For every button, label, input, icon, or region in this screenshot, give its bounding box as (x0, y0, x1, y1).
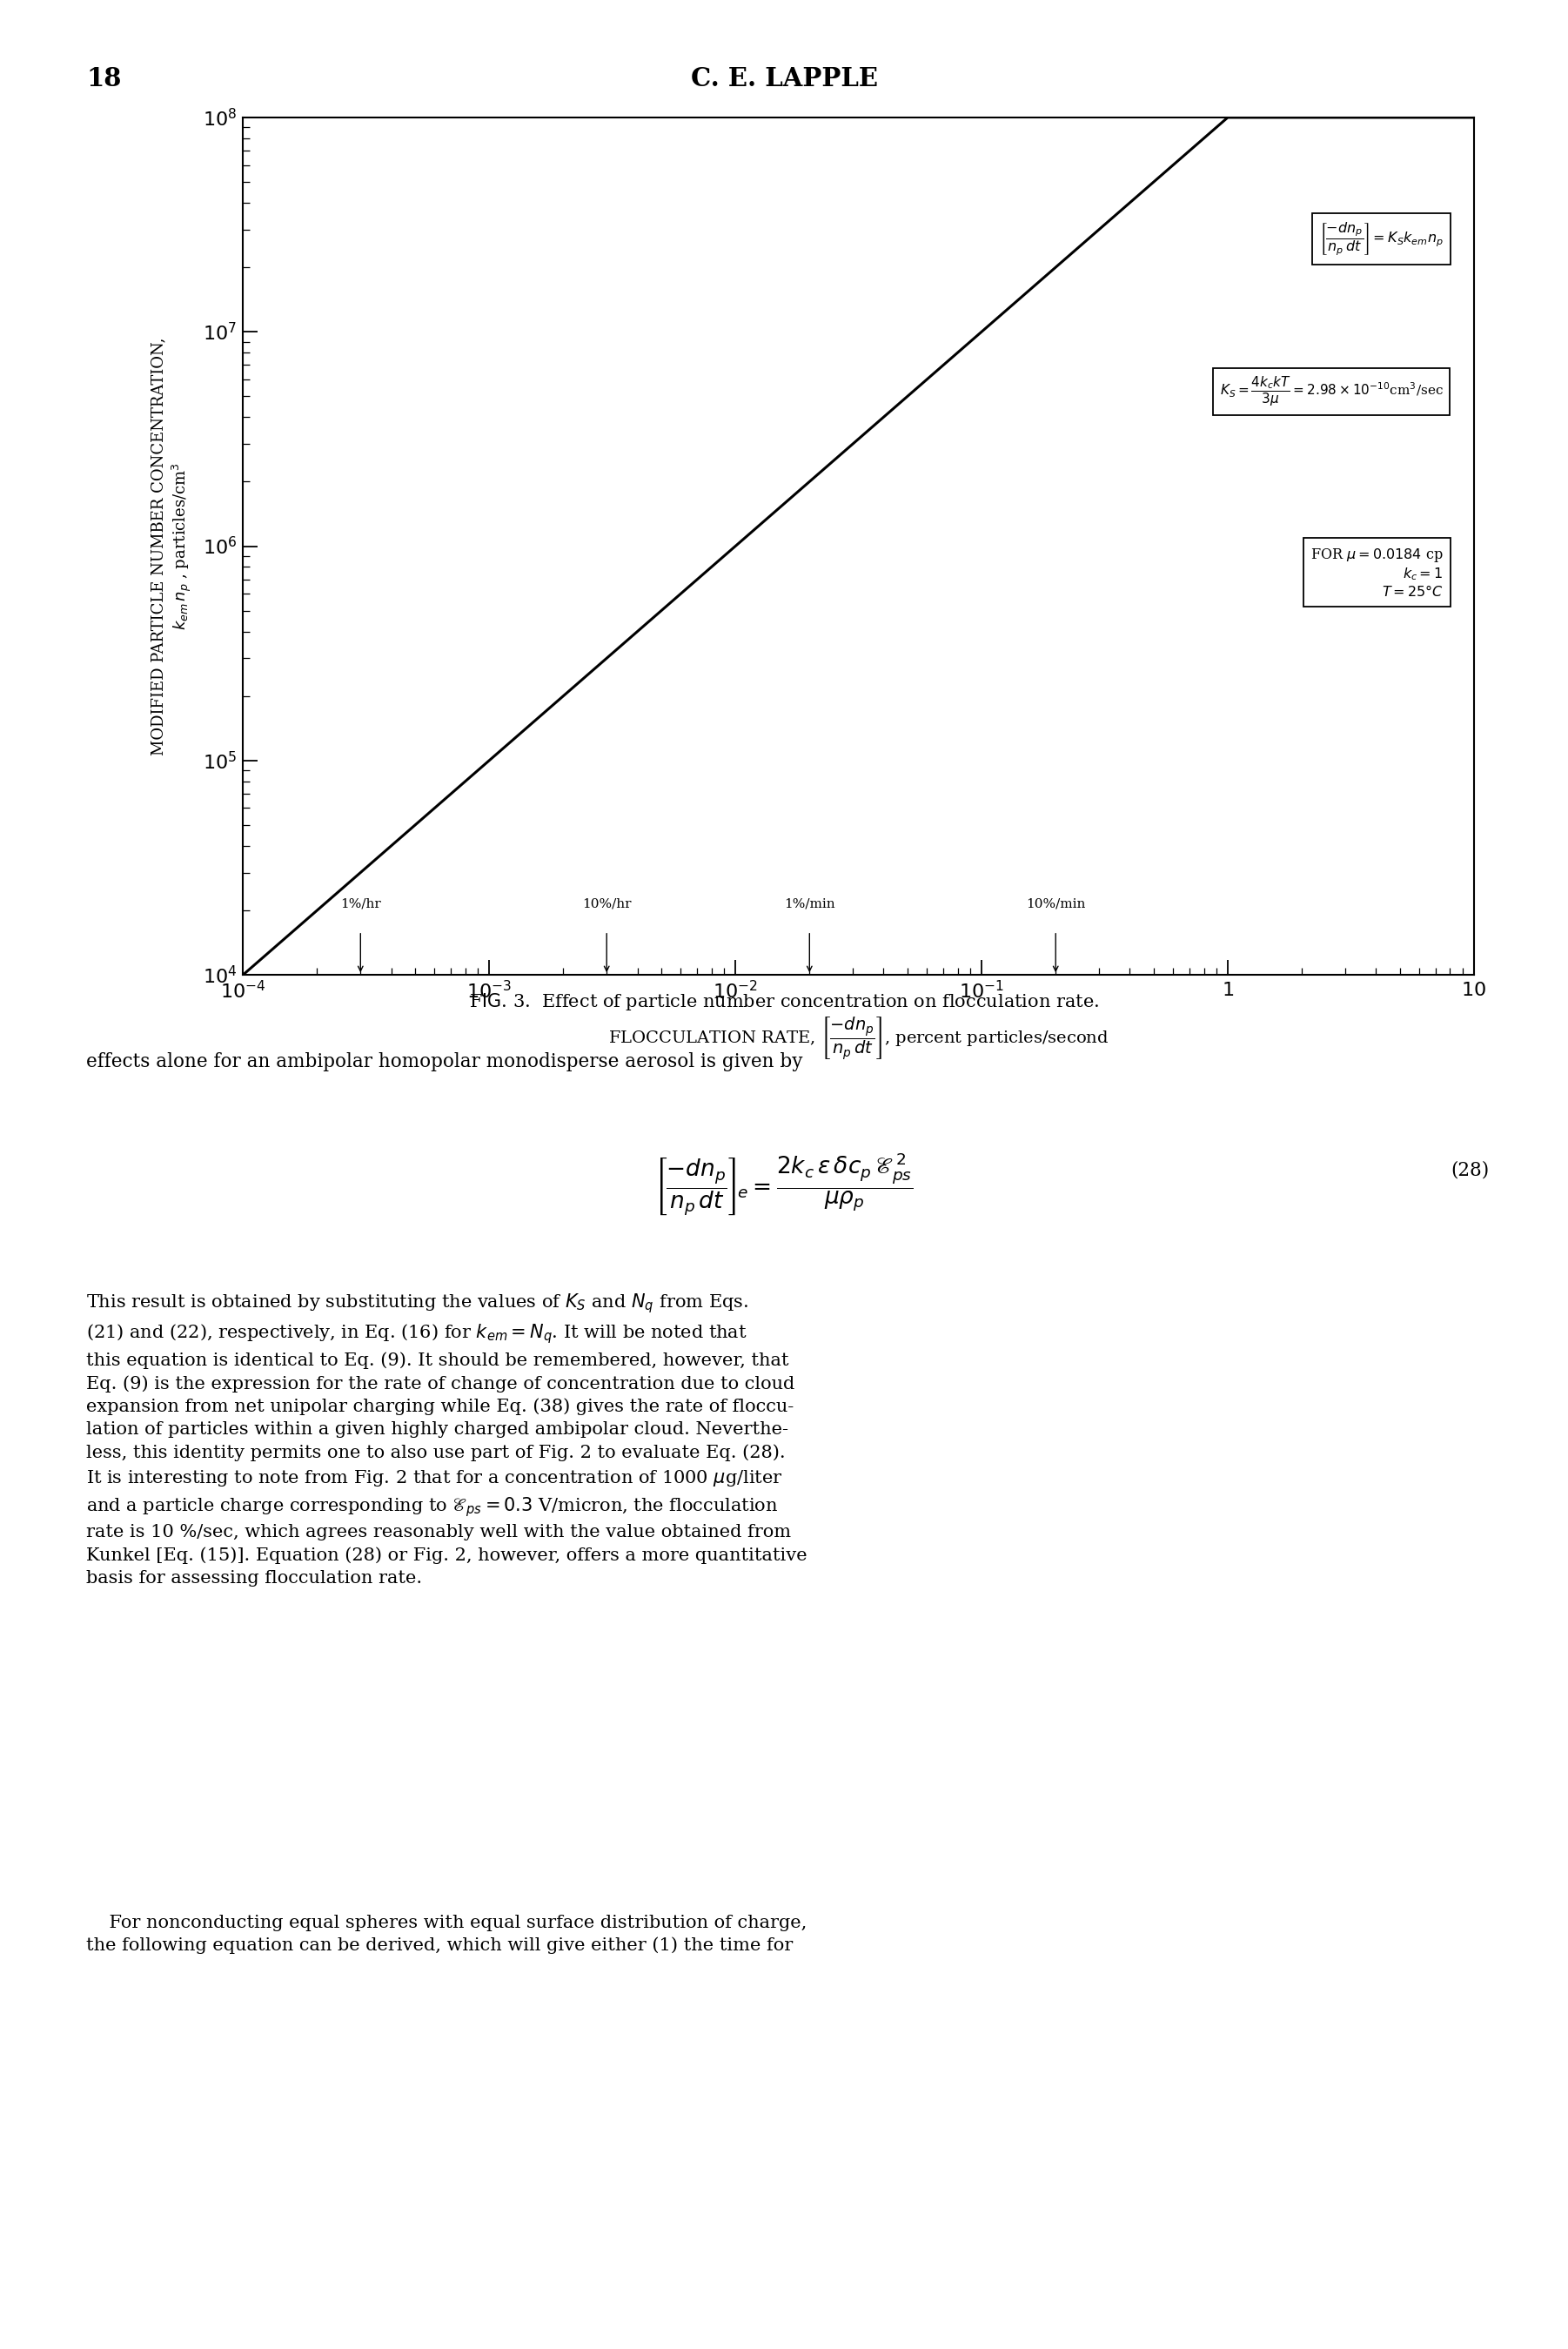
Text: C. E. LAPPLE: C. E. LAPPLE (690, 66, 878, 92)
Text: FOR $\mu=0.0184$ cp
$k_c = 1$
$T = 25°C$: FOR $\mu=0.0184$ cp $k_c = 1$ $T = 25°C$ (1311, 545, 1443, 599)
Text: For nonconducting equal spheres with equal surface distribution of charge,
the f: For nonconducting equal spheres with equ… (86, 1914, 808, 1954)
Text: 1%/hr: 1%/hr (340, 897, 381, 911)
Text: 1%/min: 1%/min (784, 897, 836, 911)
Text: $K_S=\dfrac{4k_c kT}{3\mu}=2.98\times10^{-10}$cm$^3$/sec: $K_S=\dfrac{4k_c kT}{3\mu}=2.98\times10^… (1220, 376, 1443, 409)
X-axis label: FLOCCULATION RATE, $\left[\dfrac{-dn_p}{n_p\,dt}\right]$, percent particles/seco: FLOCCULATION RATE, $\left[\dfrac{-dn_p}{… (608, 1015, 1109, 1062)
Text: $\left[\dfrac{-dn_p}{n_p\,dt}\right]=K_S k_{em} n_p$: $\left[\dfrac{-dn_p}{n_p\,dt}\right]=K_S… (1319, 221, 1443, 258)
Text: (28): (28) (1450, 1160, 1490, 1179)
Text: effects alone for an ambipolar homopolar monodisperse aerosol is given by: effects alone for an ambipolar homopolar… (86, 1052, 803, 1071)
Y-axis label: MODIFIED PARTICLE NUMBER CONCENTRATION,
$k_{em}\,n_p$ , particles/cm$^3$: MODIFIED PARTICLE NUMBER CONCENTRATION, … (151, 338, 193, 754)
Text: F$\rm{IG}$. 3.  Effect of particle number concentration on flocculation rate.: F$\rm{IG}$. 3. Effect of particle number… (469, 991, 1099, 1012)
Text: 18: 18 (86, 66, 121, 92)
Text: This result is obtained by substituting the values of $K_S$ and $N_q$ from Eqs.
: This result is obtained by substituting … (86, 1292, 808, 1586)
Text: 10%/hr: 10%/hr (582, 897, 632, 911)
Text: $\left[\dfrac{-dn_p}{n_p\,dt}\right]_{\!e}=\dfrac{2k_c\,\varepsilon\,\delta c_p\: $\left[\dfrac{-dn_p}{n_p\,dt}\right]_{\!… (655, 1151, 913, 1217)
Text: 10%/min: 10%/min (1025, 897, 1085, 911)
